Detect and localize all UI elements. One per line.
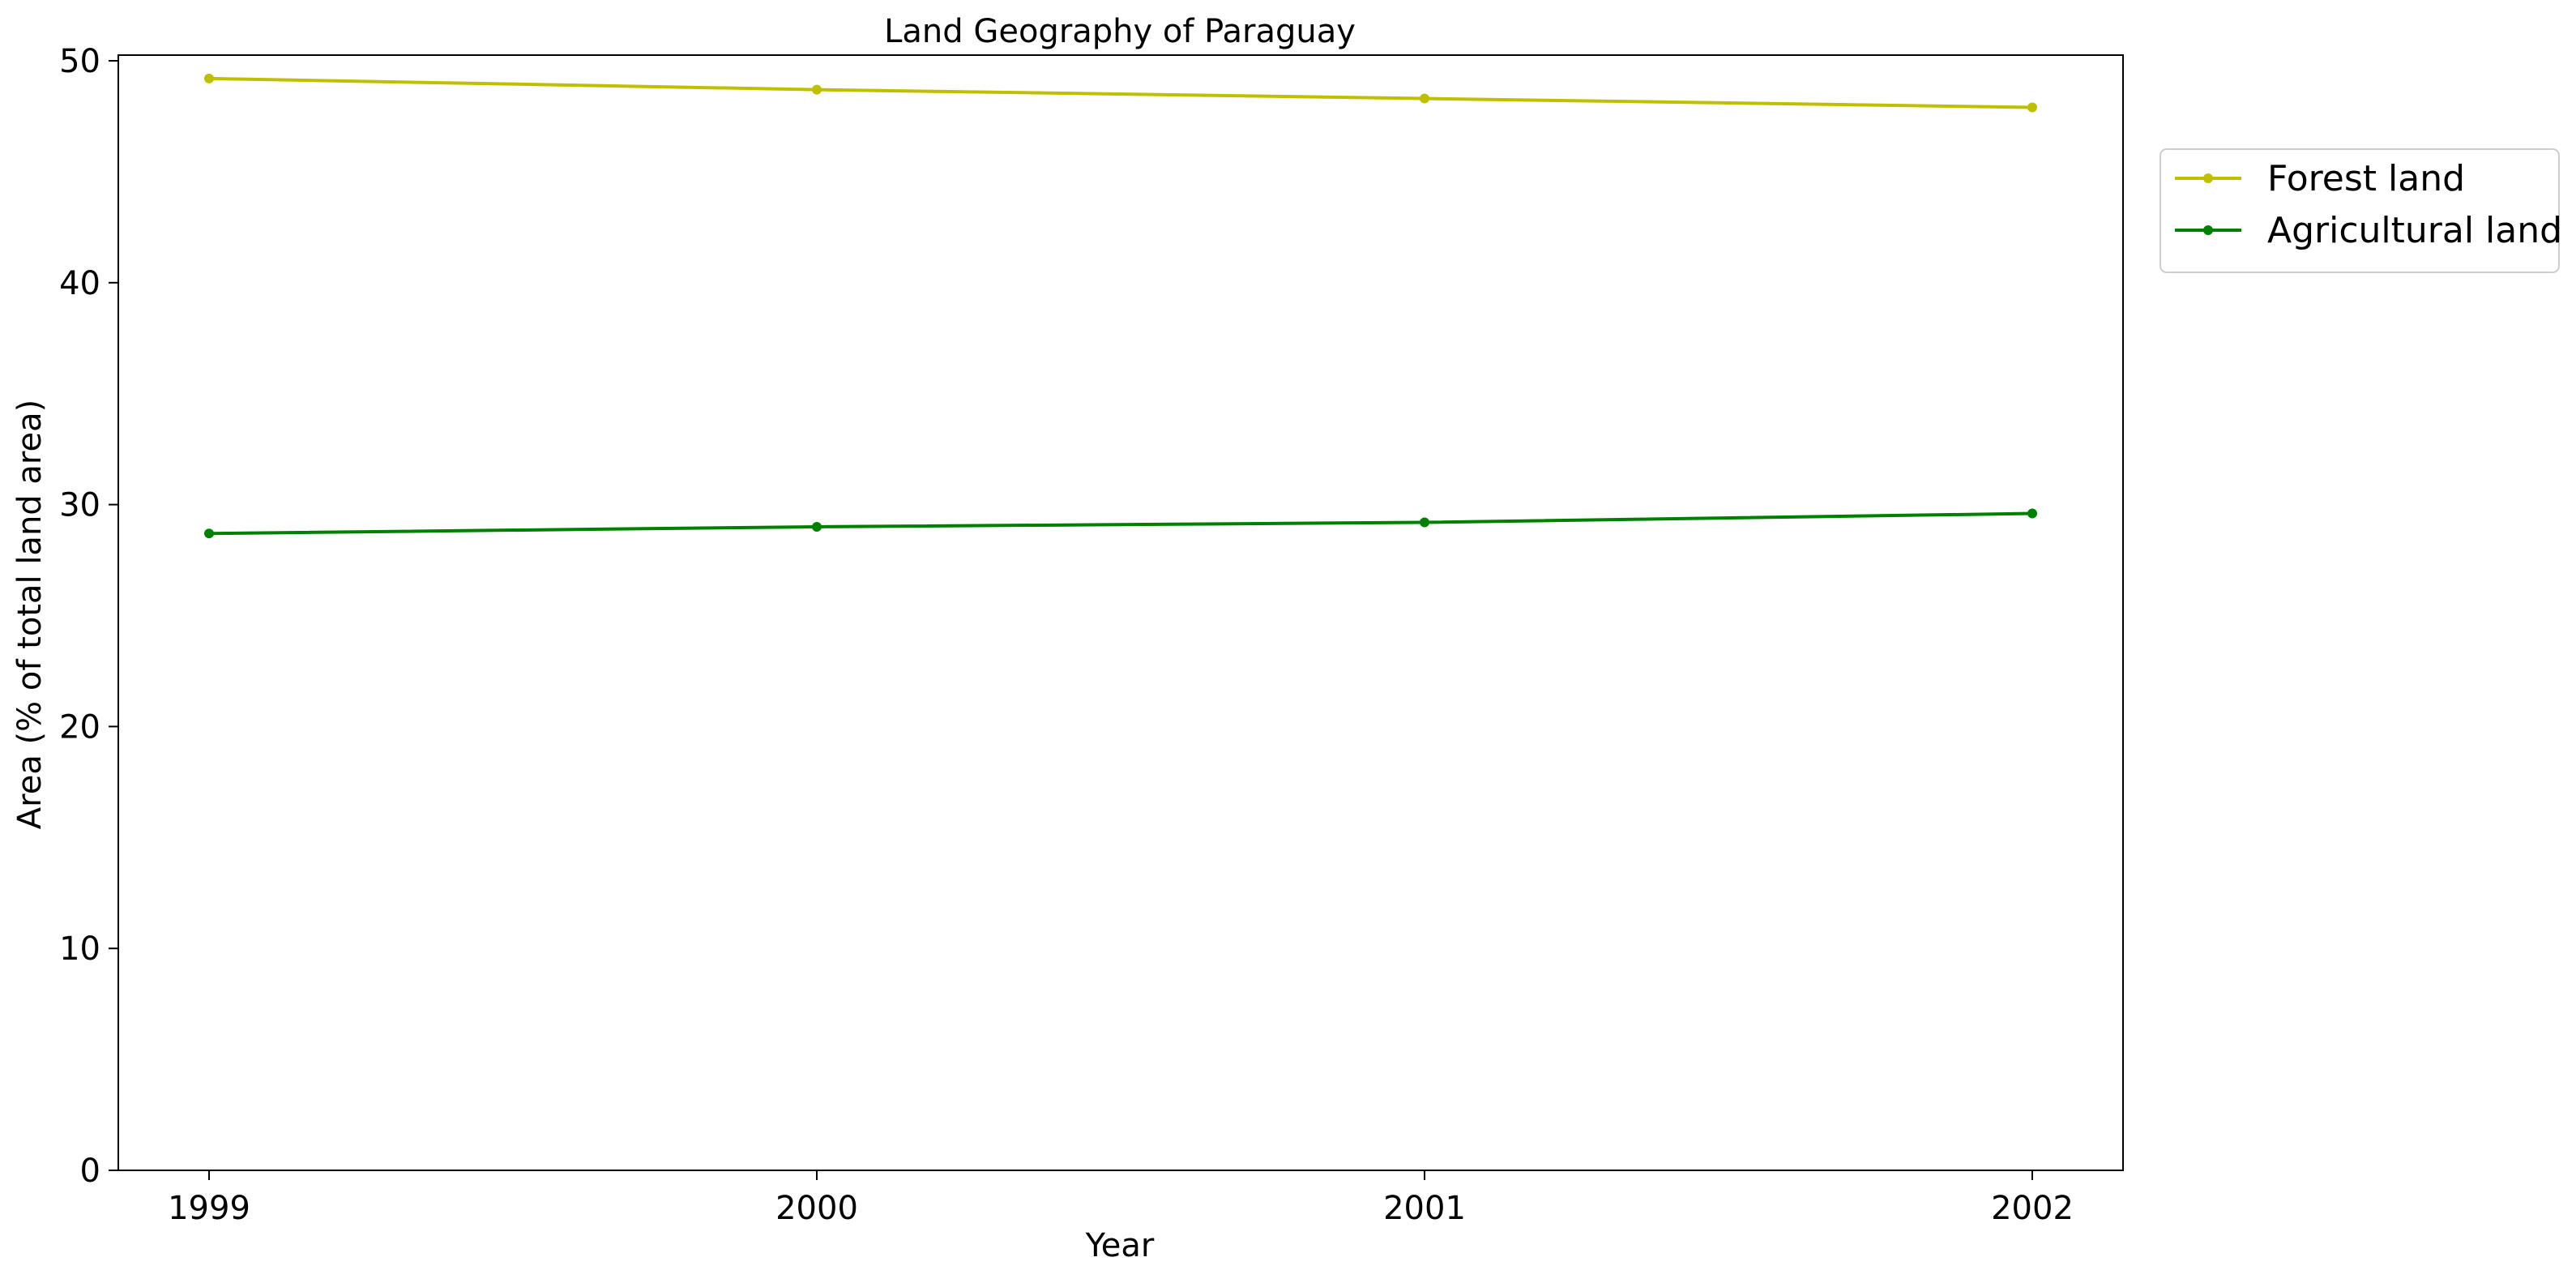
- data-point: [812, 84, 822, 95]
- legend: Forest land Agricultural land: [2159, 148, 2562, 273]
- x-tick-label: 2001: [1383, 1190, 1466, 1227]
- y-axis-label: Area (% of total land area): [11, 400, 49, 829]
- chart-title: Land Geography of Paraguay: [884, 13, 1356, 50]
- data-point: [2027, 102, 2037, 113]
- data-point: [812, 521, 822, 532]
- legend-marker-1: [2203, 173, 2213, 183]
- y-tick-label: 10: [59, 930, 100, 968]
- x-tick-label: 2000: [775, 1190, 858, 1227]
- legend-marker-2: [2203, 225, 2213, 235]
- legend-box: [2159, 148, 2560, 273]
- data-point: [1420, 93, 1429, 104]
- legend-label-2: Agricultural land: [2267, 210, 2562, 251]
- y-tick-label: 20: [59, 708, 100, 746]
- x-tick-label: 1999: [168, 1190, 250, 1227]
- y-tick-label: 0: [80, 1153, 100, 1190]
- plot-area-frame: [117, 54, 2124, 1171]
- y-tick-label: 50: [59, 43, 100, 80]
- y-tick-label: 30: [59, 487, 100, 524]
- data-point: [204, 73, 214, 83]
- legend-label-1: Forest land: [2267, 158, 2465, 199]
- x-axis-label: Year: [1085, 1227, 1155, 1264]
- x-tick-label: 2002: [1991, 1190, 2074, 1227]
- data-point: [204, 528, 214, 539]
- series-line-1: [207, 76, 2034, 109]
- data-point: [1420, 517, 1429, 528]
- data-point: [2027, 508, 2037, 519]
- y-tick-label: 40: [59, 265, 100, 302]
- series-line-2: [207, 511, 2034, 536]
